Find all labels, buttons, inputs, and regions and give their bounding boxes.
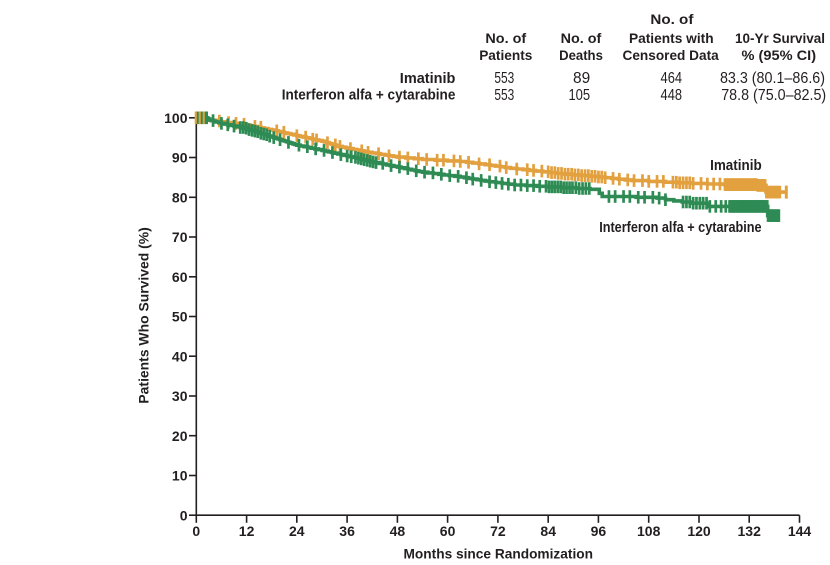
svg-text:100: 100 bbox=[164, 110, 188, 126]
svg-text:24: 24 bbox=[289, 523, 305, 539]
svg-text:No. of: No. of bbox=[561, 30, 602, 46]
svg-text:40: 40 bbox=[172, 348, 188, 364]
svg-text:Interferon alfa + cytarabine: Interferon alfa + cytarabine bbox=[599, 219, 761, 236]
svg-text:553: 553 bbox=[494, 87, 514, 104]
svg-text:Imatinib: Imatinib bbox=[400, 70, 456, 87]
svg-text:10-Yr Survival: 10-Yr Survival bbox=[735, 30, 825, 46]
svg-text:No. of: No. of bbox=[485, 30, 526, 46]
svg-text:Patients Who Survived (%): Patients Who Survived (%) bbox=[136, 227, 152, 403]
svg-text:12: 12 bbox=[239, 523, 255, 539]
svg-text:553: 553 bbox=[494, 70, 514, 87]
svg-text:Imatinib: Imatinib bbox=[710, 157, 762, 174]
svg-text:144: 144 bbox=[788, 523, 812, 539]
svg-text:60: 60 bbox=[172, 269, 188, 285]
svg-text:0: 0 bbox=[180, 507, 188, 523]
svg-text:36: 36 bbox=[339, 523, 355, 539]
svg-text:Patients with: Patients with bbox=[629, 30, 714, 46]
svg-text:89: 89 bbox=[573, 70, 590, 87]
svg-text:448: 448 bbox=[661, 87, 683, 104]
svg-text:70: 70 bbox=[172, 229, 188, 245]
svg-text:20: 20 bbox=[172, 428, 188, 444]
svg-text:108: 108 bbox=[637, 523, 661, 539]
svg-text:No. of: No. of bbox=[650, 11, 693, 27]
svg-text:96: 96 bbox=[591, 523, 607, 539]
svg-text:80: 80 bbox=[172, 189, 188, 205]
svg-text:83.3 (80.1–86.6): 83.3 (80.1–86.6) bbox=[720, 70, 825, 87]
svg-text:120: 120 bbox=[687, 523, 711, 539]
svg-text:464: 464 bbox=[661, 70, 683, 87]
svg-text:30: 30 bbox=[172, 388, 188, 404]
svg-text:0: 0 bbox=[192, 523, 200, 539]
svg-text:Patients: Patients bbox=[479, 47, 532, 63]
svg-text:48: 48 bbox=[390, 523, 406, 539]
svg-text:50: 50 bbox=[172, 309, 188, 325]
svg-text:78.8 (75.0–82.5): 78.8 (75.0–82.5) bbox=[721, 87, 826, 104]
svg-text:72: 72 bbox=[490, 523, 506, 539]
svg-text:10: 10 bbox=[172, 468, 188, 484]
svg-text:132: 132 bbox=[738, 523, 762, 539]
svg-text:Deaths: Deaths bbox=[559, 47, 603, 63]
svg-text:% (95% CI): % (95% CI) bbox=[742, 47, 817, 63]
svg-text:84: 84 bbox=[540, 523, 556, 539]
svg-text:105: 105 bbox=[568, 87, 590, 104]
svg-text:Months since Randomization: Months since Randomization bbox=[404, 546, 594, 562]
svg-text:Interferon alfa + cytarabine: Interferon alfa + cytarabine bbox=[282, 87, 456, 104]
svg-text:60: 60 bbox=[440, 523, 456, 539]
svg-text:90: 90 bbox=[172, 150, 188, 166]
svg-text:Censored Data: Censored Data bbox=[623, 47, 719, 63]
